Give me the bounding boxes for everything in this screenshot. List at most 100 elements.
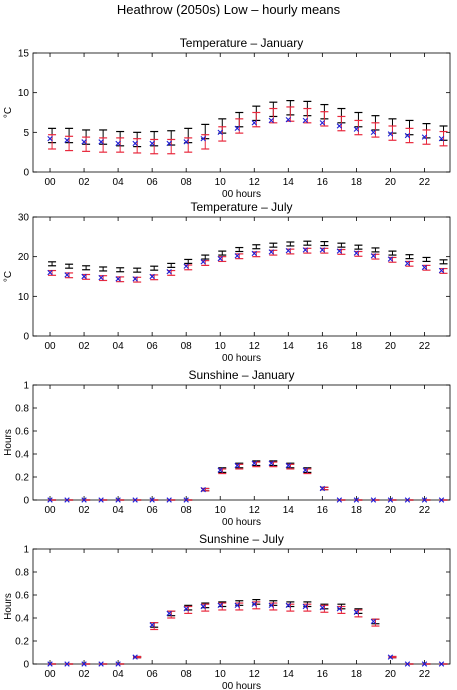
x-marker-stroke	[353, 609, 360, 615]
x-marker-point	[115, 276, 121, 282]
x-tick-label: 14	[283, 177, 295, 188]
x-marker-point	[319, 485, 326, 492]
x-tick-label: 18	[351, 177, 363, 188]
x-tick-label: 16	[317, 341, 329, 352]
errorbar-point	[371, 247, 380, 253]
x-marker-point	[234, 462, 240, 469]
x-axis-label: 00 hours	[222, 681, 261, 690]
x-marker-stroke	[251, 601, 257, 607]
x-marker-point	[98, 661, 104, 667]
x-marker-point	[302, 117, 309, 124]
x-marker-stroke	[47, 135, 53, 142]
x-marker-point	[132, 276, 138, 282]
y-tick-label: 10	[18, 292, 30, 303]
x-marker-point	[166, 269, 172, 275]
y-axis-label: °C	[3, 271, 14, 282]
x-marker-point	[47, 269, 53, 276]
x-marker-stroke	[115, 661, 121, 667]
x-marker-point	[251, 250, 257, 257]
x-marker-stroke	[200, 135, 206, 142]
x-marker-point	[234, 602, 240, 609]
x-marker-point	[302, 603, 309, 610]
x-marker-stroke	[98, 661, 104, 667]
x-tick-label: 08	[181, 177, 193, 188]
x-marker-point	[251, 460, 257, 466]
y-tick-label: 0.2	[15, 473, 29, 484]
x-marker-point	[404, 132, 411, 139]
x-marker-point	[387, 497, 394, 503]
x-axis-label: 00 hours	[222, 517, 261, 528]
x-tick-label: 12	[249, 505, 261, 516]
x-tick-label: 00	[44, 177, 56, 188]
x-marker-point	[183, 139, 189, 145]
x-marker-point	[285, 248, 291, 254]
x-marker-point	[370, 253, 377, 259]
x-tick-label: 14	[283, 505, 295, 516]
x-marker-point	[438, 661, 445, 667]
x-marker-stroke	[387, 497, 394, 503]
series-3	[47, 116, 445, 147]
errorbar-point	[354, 244, 363, 250]
x-marker-stroke	[234, 125, 240, 132]
x-tick-label: 06	[147, 341, 159, 352]
x-marker-stroke	[302, 603, 309, 610]
x-marker-stroke	[404, 497, 411, 503]
x-marker-point	[132, 497, 138, 503]
x-marker-stroke	[183, 497, 189, 503]
x-marker-point	[285, 462, 291, 469]
x-marker-stroke	[438, 661, 445, 667]
x-marker-point	[353, 126, 360, 132]
errorbar-point	[269, 242, 278, 248]
x-tick-label: 08	[181, 341, 193, 352]
x-marker-point	[404, 497, 411, 503]
x-tick-label: 10	[215, 177, 227, 188]
errorbar-point	[320, 111, 329, 127]
errorbar-point	[337, 242, 346, 248]
series-1	[48, 99, 448, 148]
x-marker-stroke	[319, 604, 326, 611]
x-marker-stroke	[217, 129, 223, 136]
axes-frame	[32, 216, 451, 337]
y-tick-label: 1	[23, 381, 29, 392]
y-tick-label: 0.8	[15, 404, 29, 415]
x-marker-stroke	[47, 661, 53, 667]
x-marker-point	[319, 604, 326, 611]
x-marker-point	[302, 467, 309, 473]
y-tick-label: 0.6	[15, 427, 29, 438]
x-marker-point	[438, 135, 445, 142]
figure-title: Heathrow (2050s) Low – hourly means	[116, 2, 341, 17]
x-tick-label: 16	[317, 505, 329, 516]
x-marker-stroke	[438, 267, 445, 274]
x-marker-point	[183, 606, 189, 612]
x-marker-point	[421, 134, 428, 140]
x-marker-point	[370, 497, 377, 503]
x-marker-stroke	[353, 497, 360, 503]
axes-frame	[32, 548, 451, 665]
errorbar-point	[422, 256, 431, 263]
x-marker-stroke	[370, 618, 377, 625]
x-marker-point	[166, 497, 172, 503]
x-tick-label: 00	[44, 669, 56, 680]
x-marker-stroke	[302, 247, 309, 253]
x-tick-label: 06	[147, 177, 159, 188]
errorbar-point	[405, 254, 414, 260]
x-marker-point	[285, 116, 291, 123]
x-tick-label: 22	[419, 505, 431, 516]
errorbar-point	[388, 125, 397, 141]
x-marker-stroke	[132, 654, 138, 660]
x-tick-label: 10	[215, 669, 227, 680]
x-tick-label: 04	[113, 669, 125, 680]
series-2	[48, 106, 448, 155]
x-tick-label: 12	[249, 341, 261, 352]
x-marker-stroke	[149, 622, 155, 628]
x-marker-point	[64, 137, 70, 143]
x-marker-stroke	[115, 497, 121, 503]
x-marker-stroke	[47, 269, 53, 276]
errorbar-point	[218, 250, 227, 256]
x-marker-point	[81, 497, 87, 503]
x-marker-stroke	[336, 123, 343, 129]
x-marker-point	[183, 497, 189, 503]
x-marker-point	[268, 249, 274, 255]
x-tick-label: 14	[283, 341, 295, 352]
x-marker-point	[149, 140, 155, 147]
